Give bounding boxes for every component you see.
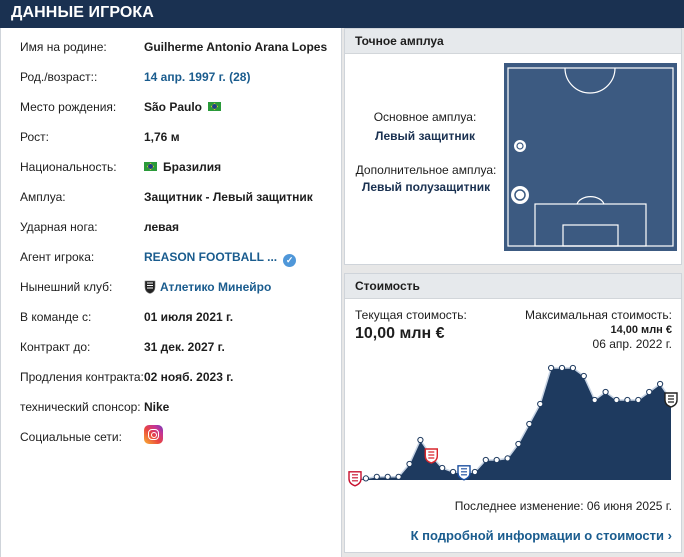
birth-date-link[interactable]: 14 апр. 1997 г. (28) (144, 70, 251, 84)
club-link[interactable]: Атлетико Минейро (144, 280, 271, 294)
info-label: Рост: (20, 130, 49, 144)
info-value: 02 нояб. 2023 г. (144, 370, 234, 384)
goal-area (562, 224, 619, 247)
max-value-label: Максимальная стоимость: (525, 308, 672, 322)
info-label: Амплуа: (20, 190, 66, 204)
current-value-label: Текущая стоимость: (355, 308, 467, 322)
main-position-marker (511, 186, 529, 204)
value-point[interactable] (646, 388, 653, 396)
club-crest-icon (424, 448, 439, 464)
instagram-icon[interactable] (144, 425, 163, 444)
agent-link[interactable]: REASON FOOTBALL ... ✓ (144, 250, 297, 267)
value-point[interactable] (558, 364, 566, 372)
value-point[interactable] (504, 455, 511, 462)
info-value: Guilherme Antonio Arana Lopes (144, 40, 328, 54)
secondary-position-value: Левый полузащитник (361, 180, 491, 194)
value-point[interactable] (482, 456, 489, 464)
value-point[interactable] (526, 420, 533, 428)
info-value: 31 дек. 2027 г. (144, 340, 225, 354)
market-value-panel: Стоимость Текущая стоимость: 10,00 млн €… (344, 273, 682, 553)
market-value-title: Стоимость (345, 274, 681, 299)
value-point[interactable] (548, 364, 555, 372)
market-value-chart[interactable] (345, 354, 681, 494)
info-value: Бразилия (144, 160, 221, 174)
agent-text: REASON FOOTBALL ... (144, 250, 278, 264)
value-point[interactable] (362, 475, 369, 482)
value-point[interactable] (602, 388, 609, 396)
value-point[interactable] (657, 380, 664, 388)
center-circle (564, 67, 616, 94)
info-label: Имя на родине: (20, 40, 107, 54)
current-value: 10,00 млн € (355, 325, 445, 342)
value-details-text: К подробной информации о стоимости (410, 528, 665, 543)
position-panel-title: Точное амплуа (345, 29, 681, 54)
value-point[interactable] (580, 372, 587, 380)
brazil-flag-icon (144, 162, 157, 171)
value-point[interactable] (471, 468, 478, 476)
value-point[interactable] (439, 464, 446, 472)
value-point[interactable] (537, 400, 544, 408)
chevron-right-icon: › (667, 528, 672, 543)
info-value: Nike (144, 400, 170, 414)
player-info-panel: Имя на родине: Guilherme Antonio Arana L… (0, 28, 342, 557)
position-panel: Точное амплуа Основное амплуа: Левый защ… (344, 28, 682, 265)
value-area (355, 368, 671, 480)
info-value: 01 июля 2021 г. (144, 310, 234, 324)
value-point[interactable] (613, 396, 620, 404)
info-label: Продления контракта: (20, 370, 144, 384)
value-details-link[interactable]: К подробной информации о стоимости › (411, 528, 672, 543)
club-crest-icon (664, 392, 678, 408)
info-label: Социальные сети: (20, 430, 122, 444)
info-label: Место рождения: (20, 100, 117, 114)
value-point[interactable] (450, 468, 457, 476)
value-point[interactable] (591, 396, 598, 404)
penalty-arc (576, 196, 605, 205)
value-point[interactable] (384, 473, 391, 480)
club-crest-icon (457, 465, 471, 481)
verified-check-icon: ✓ (283, 254, 297, 267)
value-point[interactable] (406, 460, 413, 468)
value-point[interactable] (515, 440, 522, 448)
info-label: Нынешний клуб: (20, 280, 113, 294)
info-label: Ударная нога: (20, 220, 98, 234)
last-change-text: Последнее изменение: 06 июня 2025 г. (454, 499, 672, 513)
info-label: В команде с: (20, 310, 92, 324)
club-crest-icon (348, 471, 362, 487)
main-position-label: Основное амплуа: (373, 110, 477, 124)
pitch-diagram (504, 63, 677, 251)
info-value: São Paulo (144, 100, 222, 114)
info-label: технический спонсор: (20, 400, 141, 414)
info-value: Защитник - Левый защитник (144, 190, 313, 204)
nationality-text: Бразилия (163, 160, 222, 174)
page-header: ДАННЫЕ ИГРОКА (0, 0, 684, 28)
value-point[interactable] (373, 473, 380, 480)
pitch-background (504, 63, 677, 251)
info-label: Агент игрока: (20, 250, 95, 264)
info-label: Национальность: (20, 160, 117, 174)
secondary-position-marker (514, 140, 526, 152)
value-point[interactable] (569, 364, 576, 372)
brazil-flag-icon (208, 102, 222, 111)
club-crest-icon (144, 280, 156, 294)
value-point[interactable] (493, 456, 500, 464)
page-title: ДАННЫЕ ИГРОКА (11, 4, 154, 21)
info-label: Контракт до: (20, 340, 91, 354)
info-label: Род./возраст:: (20, 70, 98, 84)
main-position-value: Левый защитник (375, 129, 475, 143)
value-point[interactable] (635, 396, 642, 404)
info-value: 1,76 м (144, 130, 180, 144)
value-point[interactable] (417, 436, 424, 444)
info-value: левая (144, 220, 180, 234)
club-text: Атлетико Минейро (160, 280, 272, 294)
secondary-position-label: Дополнительное амплуа: (355, 163, 497, 177)
value-point[interactable] (624, 396, 631, 404)
value-point[interactable] (395, 473, 402, 480)
max-value-date: 06 апр. 2022 г. (592, 337, 672, 351)
birthplace-text: São Paulo (144, 100, 203, 114)
max-value: 14,00 млн € (610, 324, 672, 336)
